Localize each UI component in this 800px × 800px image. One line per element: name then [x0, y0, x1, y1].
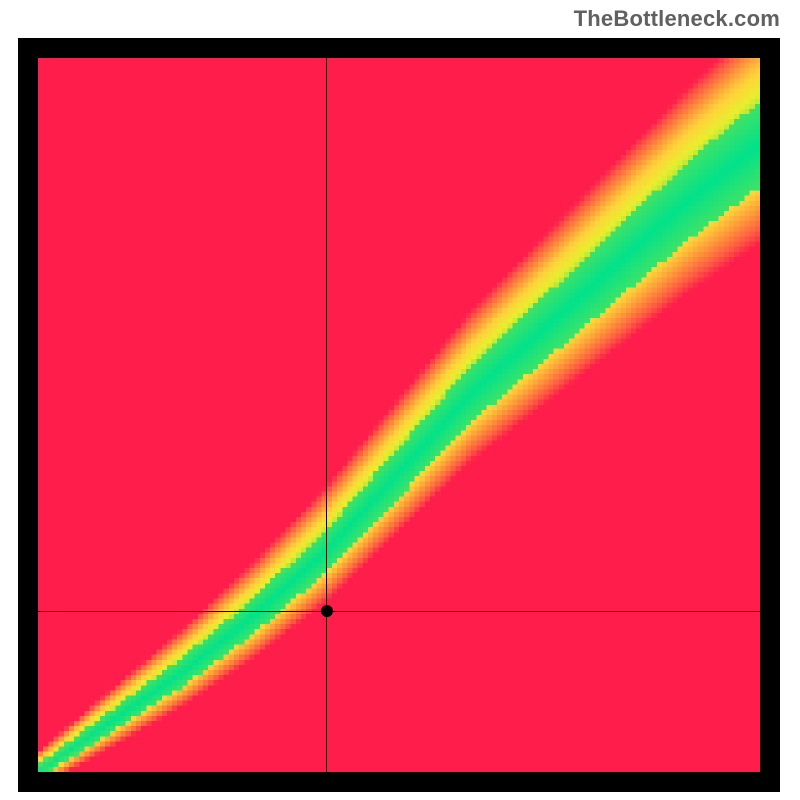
frame-border-right: [760, 38, 780, 792]
frame-border-bottom: [18, 772, 780, 792]
crosshair-vertical: [326, 58, 327, 772]
frame-border-top: [18, 38, 780, 58]
heatmap-canvas: [38, 58, 760, 772]
heatmap-plot: [38, 58, 760, 772]
crosshair-horizontal: [38, 611, 760, 612]
frame-border-left: [18, 38, 38, 792]
attribution-text: TheBottleneck.com: [574, 6, 780, 32]
chart-container: TheBottleneck.com: [0, 0, 800, 800]
